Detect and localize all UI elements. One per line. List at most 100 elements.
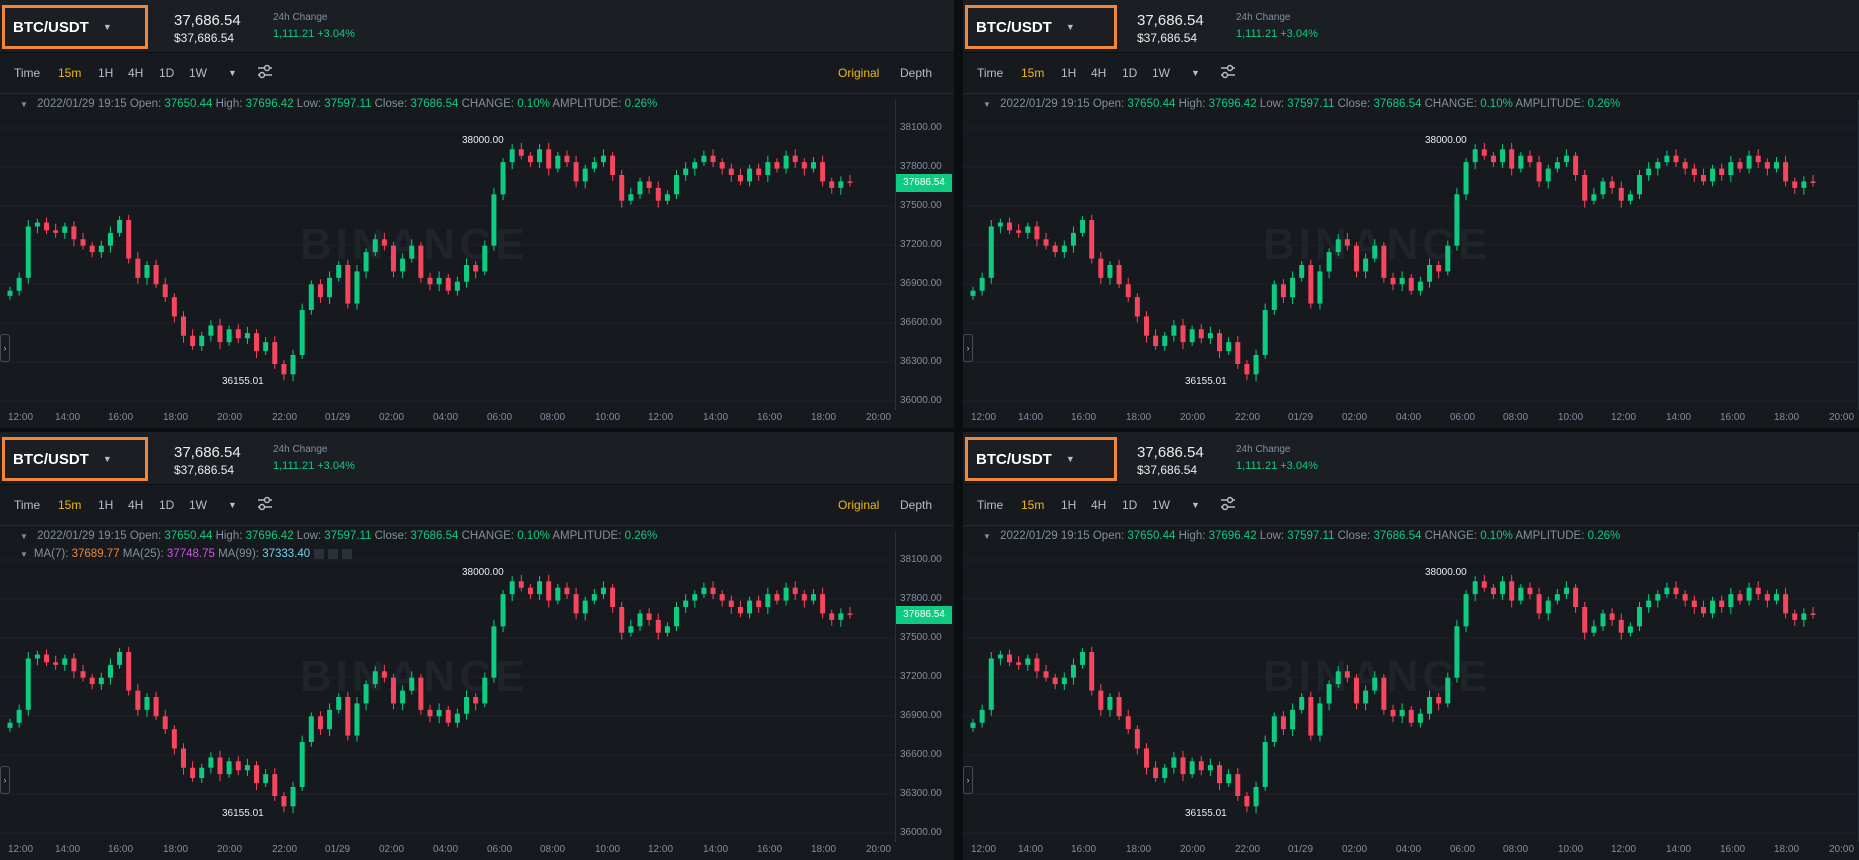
more-intervals-icon[interactable]: ▼	[1191, 500, 1200, 510]
x-axis-tick: 08:00	[1503, 844, 1529, 855]
depth-view-tab[interactable]: Depth	[900, 66, 933, 80]
candle-body	[1198, 329, 1204, 339]
pair-selector[interactable]: BTC/USDT ▼	[2, 437, 148, 481]
x-axis-tick: 06:00	[487, 844, 513, 855]
pair-label: BTC/USDT	[976, 18, 1052, 36]
candle-body	[765, 162, 771, 175]
candle-body	[1116, 265, 1122, 285]
interval-15m[interactable]: 15m	[1021, 498, 1045, 512]
original-view-tab[interactable]: Original	[838, 66, 880, 80]
collapse-triangle-icon[interactable]: ▼	[983, 532, 991, 541]
collapse-triangle-icon[interactable]: ▼	[20, 100, 28, 109]
pair-selector[interactable]: BTC/USDT ▼	[965, 437, 1117, 481]
candle-body	[1025, 658, 1031, 665]
candle-body	[217, 757, 223, 775]
time-tab[interactable]: Time	[977, 498, 1004, 512]
settings-sliders-icon[interactable]	[256, 63, 274, 84]
interval-1w[interactable]: 1W	[189, 66, 207, 80]
candle-body	[53, 230, 59, 233]
interval-4h[interactable]: 4H	[1091, 498, 1107, 512]
interval-15m[interactable]: 15m	[1021, 66, 1045, 80]
candle-body	[1016, 230, 1022, 233]
candle-body	[80, 671, 86, 678]
candle-body	[53, 662, 59, 665]
time-tab[interactable]: Time	[14, 498, 41, 512]
candle-body	[1518, 587, 1524, 601]
x-axis-tick: 20:00	[866, 844, 892, 855]
ma-toggle[interactable]	[342, 548, 353, 559]
interval-1w[interactable]: 1W	[1152, 66, 1170, 80]
chart-toolbar: Time 15m 1H 4H 1D 1W ▼ Original Depth	[0, 485, 954, 526]
interval-15m[interactable]: 15m	[58, 66, 82, 80]
y-axis-tick: 38100.00	[900, 122, 942, 133]
low-value: 37597.11	[1287, 530, 1335, 542]
interval-1d[interactable]: 1D	[159, 498, 175, 512]
interval-15m[interactable]: 15m	[58, 498, 82, 512]
candle-body	[1317, 271, 1323, 304]
expand-sidebar-button[interactable]: ›	[963, 766, 973, 794]
candle-body	[16, 709, 22, 723]
pair-selector[interactable]: BTC/USDT ▼	[2, 5, 148, 49]
interval-1h[interactable]: 1H	[1061, 66, 1077, 80]
more-intervals-icon[interactable]: ▼	[228, 500, 237, 510]
interval-1h[interactable]: 1H	[98, 498, 114, 512]
close-value: 37686.54	[410, 98, 459, 110]
collapse-triangle-icon[interactable]: ▼	[20, 532, 28, 541]
interval-1h[interactable]: 1H	[1061, 498, 1077, 512]
high-value: 37696.42	[1208, 98, 1257, 110]
interval-1h[interactable]: 1H	[98, 66, 114, 80]
candle-body	[628, 626, 634, 633]
expand-sidebar-button[interactable]: ›	[0, 334, 10, 362]
candle-body	[1637, 607, 1643, 627]
chevron-down-icon: ▼	[102, 454, 112, 464]
time-tab[interactable]: Time	[977, 66, 1004, 80]
ma-toggle[interactable]	[314, 548, 325, 559]
ma-toggle[interactable]	[328, 548, 339, 559]
candle-body	[1171, 757, 1177, 768]
expand-sidebar-button[interactable]: ›	[963, 334, 973, 362]
candle-body	[1545, 168, 1551, 182]
x-axis-tick: 06:00	[487, 412, 513, 423]
time-tab[interactable]: Time	[14, 66, 41, 80]
candle-body	[25, 658, 31, 710]
x-axis-tick: 20:00	[1180, 412, 1206, 423]
candle-body	[1792, 613, 1798, 620]
candle-body	[792, 587, 798, 595]
more-intervals-icon[interactable]: ▼	[228, 68, 237, 78]
depth-view-tab[interactable]: Depth	[900, 498, 933, 512]
price-axis-line	[895, 100, 896, 410]
more-intervals-icon[interactable]: ▼	[1191, 68, 1200, 78]
candle-body	[1180, 757, 1186, 775]
pair-selector[interactable]: BTC/USDT ▼	[965, 5, 1117, 49]
candle-body	[1536, 162, 1542, 182]
collapse-triangle-icon[interactable]: ▼	[20, 550, 28, 559]
interval-1d[interactable]: 1D	[159, 66, 175, 80]
settings-sliders-icon[interactable]	[256, 495, 274, 516]
candle-body	[600, 155, 606, 163]
x-axis-tick: 06:00	[1450, 844, 1476, 855]
collapse-triangle-icon[interactable]: ▼	[983, 100, 991, 109]
interval-4h[interactable]: 4H	[128, 66, 144, 80]
interval-1w[interactable]: 1W	[189, 498, 207, 512]
candle-body	[1481, 149, 1487, 156]
candle-body	[44, 222, 50, 231]
candle-body	[1025, 226, 1031, 233]
settings-sliders-icon[interactable]	[1219, 495, 1237, 516]
interval-1d[interactable]: 1D	[1122, 66, 1138, 80]
interval-1d[interactable]: 1D	[1122, 498, 1138, 512]
expand-sidebar-button[interactable]: ›	[0, 766, 10, 794]
interval-4h[interactable]: 4H	[1091, 66, 1107, 80]
candle-body	[1682, 594, 1688, 601]
interval-1w[interactable]: 1W	[1152, 498, 1170, 512]
candle-body	[1472, 149, 1478, 163]
high-value: 37696.42	[245, 530, 294, 542]
original-view-tab[interactable]: Original	[838, 498, 880, 512]
candle-body	[783, 587, 789, 601]
candle-body	[1080, 652, 1086, 665]
candle-body	[692, 162, 698, 169]
candle-body	[199, 767, 205, 778]
interval-4h[interactable]: 4H	[128, 498, 144, 512]
candle-body	[272, 774, 278, 796]
candle-body	[482, 677, 488, 704]
settings-sliders-icon[interactable]	[1219, 63, 1237, 84]
